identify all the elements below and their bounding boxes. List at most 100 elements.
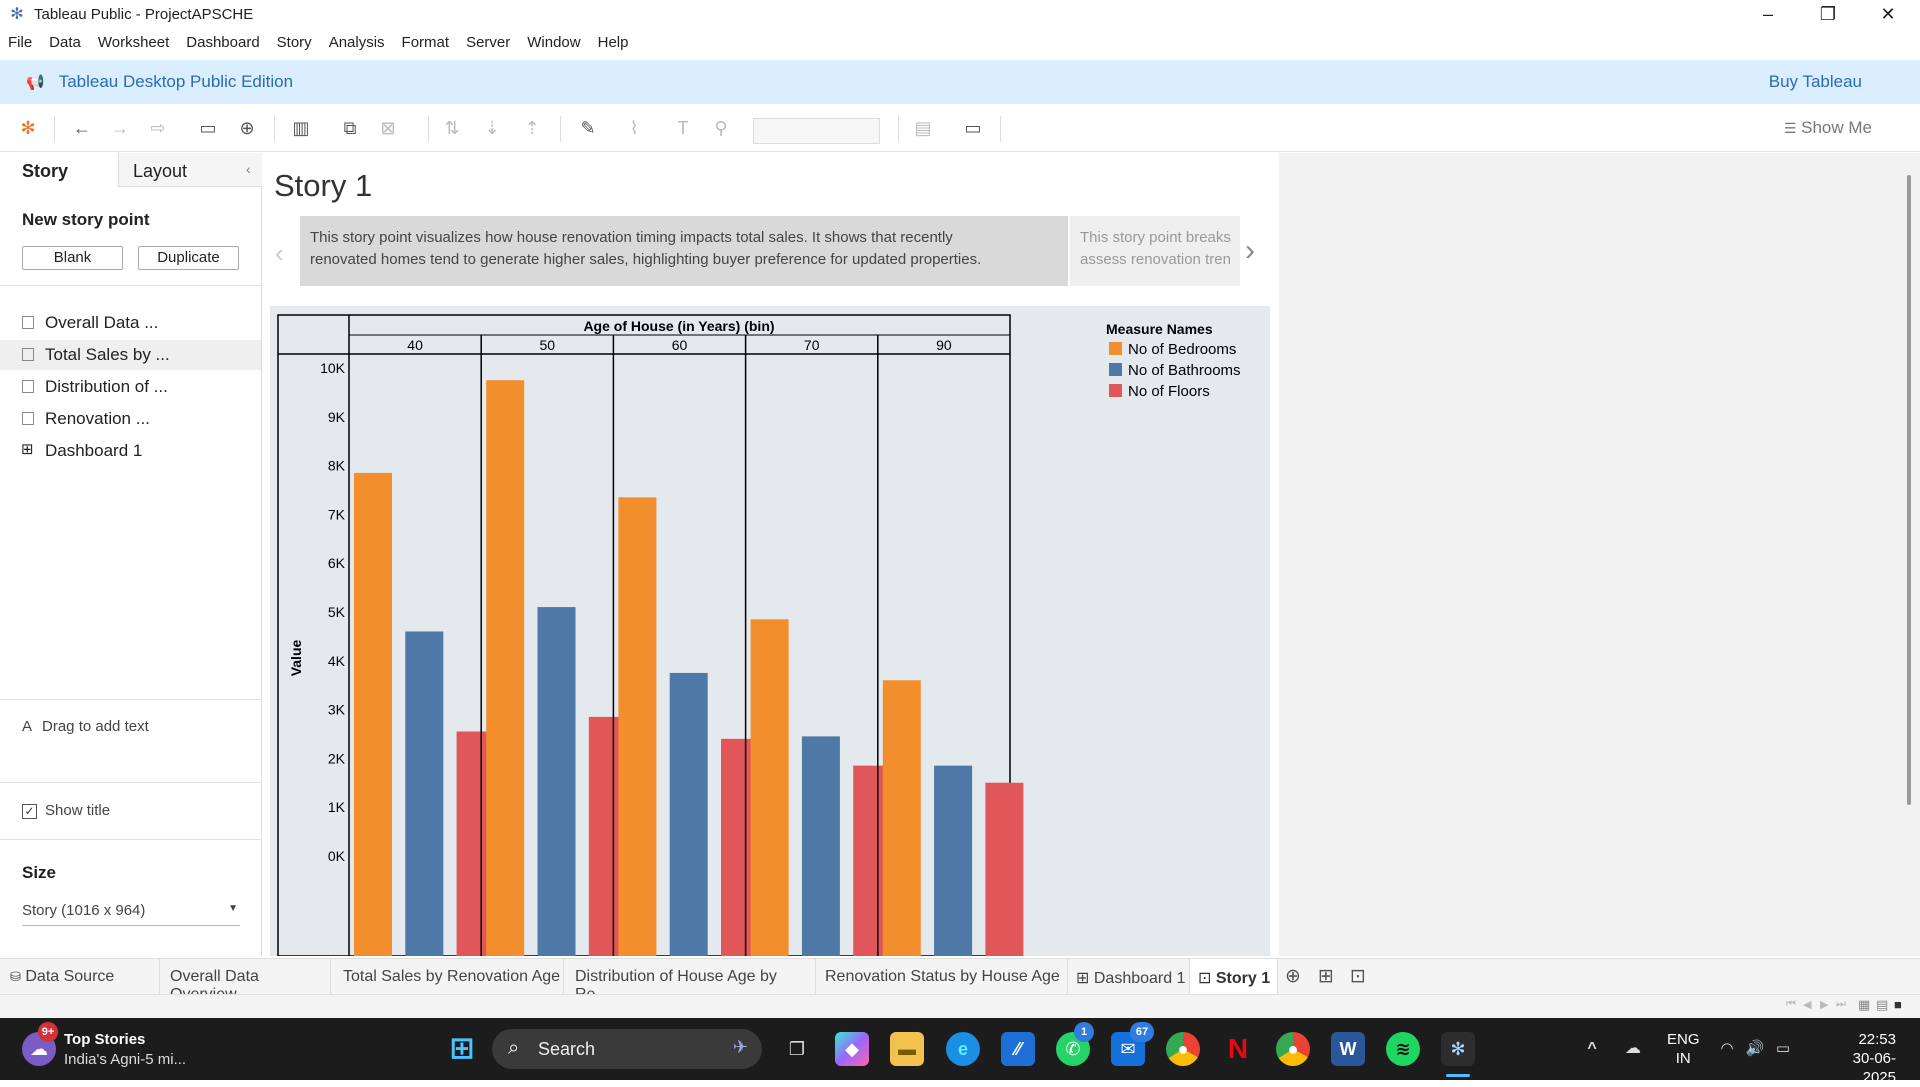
- tab-sheet[interactable]: Renovation Status by House Age: [816, 959, 1068, 995]
- legend-item-label[interactable]: No of Floors: [1128, 383, 1210, 400]
- bar[interactable]: [537, 607, 576, 956]
- label-icon[interactable]: T: [677, 118, 689, 138]
- bar[interactable]: [882, 680, 921, 956]
- redo-icon[interactable]: →: [111, 118, 129, 138]
- news-title[interactable]: Top Stories: [64, 1031, 146, 1048]
- tab-layout[interactable]: Layout: [118, 153, 262, 187]
- presentation-icon[interactable]: ▭: [964, 118, 982, 138]
- previous-story-point-icon[interactable]: ‹: [275, 238, 284, 268]
- windows-start-icon[interactable]: ⊞: [449, 1032, 475, 1065]
- blank-button[interactable]: Blank: [22, 246, 123, 270]
- power-automate-icon[interactable]: ⁄⁄: [1001, 1032, 1035, 1066]
- tab-sheet[interactable]: Overall Data Overview: [160, 959, 331, 1003]
- size-dropdown[interactable]: Story (1016 x 964) ▼: [22, 902, 240, 926]
- bar[interactable]: [985, 782, 1024, 956]
- bar[interactable]: [405, 631, 444, 956]
- onedrive-icon[interactable]: ☁: [1625, 1040, 1641, 1057]
- menu-help[interactable]: Help: [597, 33, 629, 51]
- add-datasource-icon[interactable]: ⊕: [239, 118, 255, 138]
- tabs-view-icon[interactable]: ■: [1894, 997, 1902, 1012]
- whatsapp-icon[interactable]: ✆: [1056, 1032, 1090, 1066]
- story-point-caption-next[interactable]: This story point breaks assess renovatio…: [1070, 216, 1240, 286]
- file-explorer-icon[interactable]: ▬: [890, 1032, 924, 1066]
- menu-analysis[interactable]: Analysis: [328, 33, 385, 51]
- story-point-item[interactable]: Total Sales by ...: [0, 340, 261, 370]
- spotify-icon[interactable]: ≋: [1386, 1032, 1420, 1066]
- taskbar-search[interactable]: ⌕ Search ✈: [492, 1029, 762, 1069]
- menu-window[interactable]: Window: [527, 33, 581, 51]
- mail-icon[interactable]: ✉: [1111, 1032, 1145, 1066]
- story-point-item[interactable]: ⊞ Dashboard 1: [21, 441, 143, 460]
- bar[interactable]: [354, 472, 392, 956]
- buy-tableau-link[interactable]: Buy Tableau: [1768, 72, 1862, 91]
- previous-page-icon[interactable]: ◀: [1803, 999, 1812, 1011]
- language-indicator[interactable]: ENG IN: [1667, 1031, 1700, 1067]
- story-point-item[interactable]: Overall Data ...: [0, 308, 261, 338]
- next-story-point-icon[interactable]: ›: [1245, 234, 1255, 267]
- bar[interactable]: [801, 736, 840, 956]
- story-point-item[interactable]: Distribution of ...: [0, 372, 261, 402]
- last-page-icon[interactable]: ⏭: [1836, 998, 1846, 1010]
- save-icon[interactable]: ▭: [199, 118, 217, 138]
- new-worksheet-icon[interactable]: ▥: [292, 118, 310, 138]
- replay-icon[interactable]: ⇨: [150, 118, 166, 138]
- clock[interactable]: 22:53 30-06-2025: [1852, 1031, 1896, 1086]
- tab-sheet[interactable]: Distribution of House Age by Re...: [564, 959, 816, 1003]
- copilot-icon[interactable]: ◆: [835, 1032, 869, 1066]
- duplicate-button[interactable]: Duplicate: [138, 246, 239, 270]
- bar[interactable]: [486, 380, 525, 956]
- clear-sheet-icon[interactable]: ⊠: [380, 118, 396, 138]
- tab-sheet[interactable]: Total Sales by Renovation Age: [331, 959, 564, 995]
- battery-icon[interactable]: ▭: [1775, 1040, 1791, 1057]
- legend-item-label[interactable]: No of Bedrooms: [1128, 341, 1236, 358]
- bar[interactable]: [669, 672, 708, 956]
- show-title-checkbox[interactable]: ✓ Show title: [22, 802, 110, 819]
- collapse-pane-icon[interactable]: ‹: [246, 161, 251, 177]
- bar[interactable]: [750, 619, 789, 956]
- story-point-item[interactable]: Renovation ...: [0, 404, 261, 434]
- undo-icon[interactable]: ←: [73, 118, 91, 138]
- filmstrip-icon[interactable]: ▤: [1876, 997, 1889, 1012]
- minimize-icon[interactable]: –: [1762, 4, 1773, 24]
- highlight-icon[interactable]: ✎: [580, 118, 596, 138]
- wifi-icon[interactable]: ◠: [1721, 1040, 1733, 1057]
- menu-dashboard[interactable]: Dashboard: [186, 33, 260, 51]
- word-icon[interactable]: W: [1331, 1032, 1365, 1066]
- swap-icon[interactable]: ⇅: [444, 118, 460, 138]
- bar[interactable]: [618, 497, 657, 956]
- tab-story[interactable]: Story: [22, 161, 69, 181]
- new-worksheet-icon[interactable]: ⊕: [1285, 966, 1301, 987]
- menu-file[interactable]: File: [8, 33, 33, 51]
- next-page-icon[interactable]: ▶: [1820, 999, 1829, 1011]
- chrome-profile-icon[interactable]: ●: [1276, 1032, 1310, 1066]
- news-subtitle[interactable]: India's Agni-5 mi...: [64, 1051, 187, 1068]
- chrome-icon[interactable]: ●: [1166, 1032, 1200, 1066]
- close-icon[interactable]: ✕: [1880, 4, 1896, 24]
- menu-story[interactable]: Story: [276, 33, 312, 51]
- sheet-sorter-icon[interactable]: ▦: [1858, 997, 1871, 1012]
- duplicate-sheet-icon[interactable]: ⧉: [343, 118, 357, 138]
- drag-text-item[interactable]: A Drag to add text: [22, 718, 149, 735]
- vertical-scrollbar[interactable]: [1907, 175, 1911, 805]
- chevron-up-icon[interactable]: ^: [1587, 1040, 1597, 1057]
- bar[interactable]: [934, 765, 973, 956]
- tab-dashboard[interactable]: ⊞ Dashboard 1: [1068, 959, 1190, 995]
- fit-dropdown[interactable]: [753, 118, 880, 144]
- show-me-button[interactable]: ☰ Show Me: [1783, 118, 1872, 137]
- volume-icon[interactable]: 🔊: [1745, 1040, 1765, 1057]
- fit-icon[interactable]: ▤: [914, 118, 932, 138]
- restore-icon[interactable]: ❐: [1819, 4, 1837, 24]
- tableau-start-icon[interactable]: ✻: [20, 118, 36, 138]
- sort-asc-icon[interactable]: ⇣: [484, 118, 500, 138]
- edge-browser-icon[interactable]: e: [946, 1032, 980, 1066]
- tab-data-source[interactable]: ⛁ Data Source: [0, 959, 160, 995]
- tableau-taskbar-icon[interactable]: ✻: [1441, 1032, 1475, 1066]
- legend-item-label[interactable]: No of Bathrooms: [1128, 362, 1241, 379]
- task-view-icon[interactable]: ❐: [788, 1039, 806, 1059]
- story-point-caption-active[interactable]: This story point visualizes how house re…: [300, 216, 1068, 286]
- netflix-icon[interactable]: N: [1227, 1033, 1249, 1064]
- new-story-icon[interactable]: ⊡: [1350, 966, 1366, 987]
- menu-format[interactable]: Format: [401, 33, 450, 51]
- pin-icon[interactable]: ⚲: [714, 118, 728, 138]
- menu-server[interactable]: Server: [466, 33, 511, 51]
